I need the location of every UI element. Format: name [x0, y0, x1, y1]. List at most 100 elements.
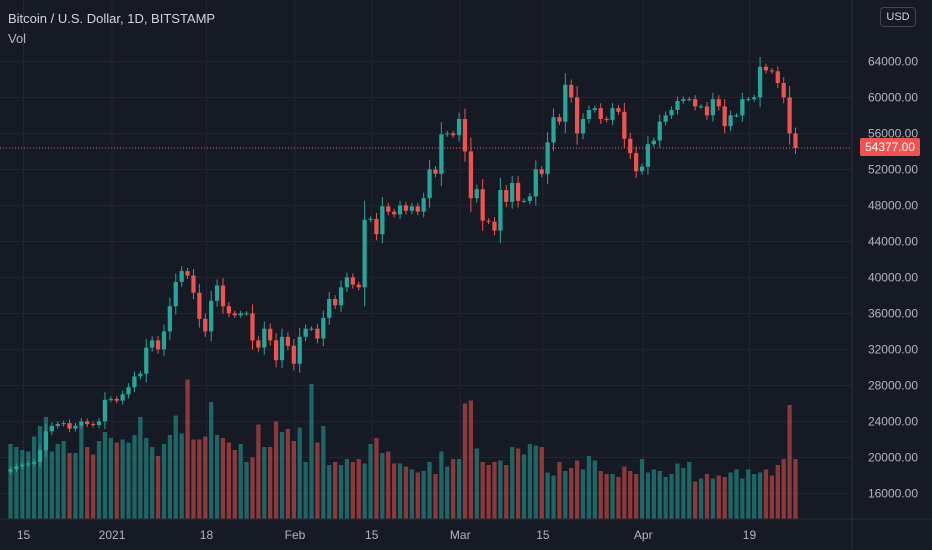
candle — [456, 112, 462, 142]
volume-indicator-label[interactable]: Vol — [8, 31, 27, 46]
volume-bar — [79, 426, 84, 519]
candle-body — [20, 464, 25, 467]
candle — [179, 266, 184, 287]
candle-body — [486, 220, 491, 222]
volume-bar — [757, 472, 763, 519]
y-tick-label: 52000.00 — [868, 162, 918, 176]
candle — [14, 463, 19, 473]
candle-body — [775, 71, 780, 83]
candle-body — [669, 109, 674, 116]
candle-body — [374, 218, 379, 235]
currency-button[interactable]: USD — [880, 7, 916, 27]
candle-body — [421, 198, 426, 212]
candle — [114, 396, 119, 404]
candle-body — [722, 106, 727, 127]
volume-bar — [20, 450, 25, 519]
candle-body — [492, 221, 497, 231]
candle-body — [639, 166, 645, 172]
candle — [580, 113, 586, 140]
volume-bar — [285, 429, 291, 519]
candle-body — [273, 340, 279, 361]
candle — [569, 79, 574, 103]
candle-body — [386, 206, 391, 212]
candle-body — [91, 424, 96, 426]
volume-bar — [26, 451, 31, 519]
candle-body — [309, 328, 314, 330]
candle-body — [710, 99, 715, 116]
candle-body — [657, 121, 662, 141]
candle — [96, 418, 102, 429]
volume-bar — [639, 459, 645, 519]
candle — [197, 283, 202, 328]
candle-body — [268, 328, 273, 341]
candle-body — [392, 211, 397, 215]
candle — [250, 304, 255, 350]
candle-body — [350, 277, 355, 285]
candle-body — [173, 281, 178, 307]
volume-bar — [793, 459, 798, 519]
candle-body — [380, 206, 385, 235]
candle-body — [138, 373, 143, 377]
candle-body — [769, 70, 775, 72]
candle — [527, 193, 533, 205]
volume-bar — [43, 417, 49, 519]
volume-bar — [126, 442, 131, 519]
candle-body — [498, 190, 503, 231]
candle — [167, 297, 172, 340]
candle — [138, 370, 143, 380]
candle-body — [155, 340, 161, 350]
volume-bar — [315, 442, 320, 519]
volume-bar — [332, 462, 338, 519]
candle — [332, 295, 338, 310]
volume-bar — [580, 469, 586, 519]
candle-body — [480, 189, 485, 221]
candle-body — [456, 118, 462, 136]
candle — [492, 217, 497, 236]
volume-bar — [108, 438, 113, 519]
volume-bar — [250, 457, 255, 519]
candle-body — [409, 206, 414, 211]
volume-bar — [374, 438, 379, 519]
candle-body — [344, 277, 350, 288]
candle — [144, 338, 149, 383]
x-tick-label: 2021 — [99, 528, 126, 542]
candle-body — [14, 466, 19, 470]
candle — [161, 324, 167, 357]
candle — [226, 302, 232, 318]
candle-body — [120, 394, 125, 401]
candle — [91, 421, 96, 428]
candle-body — [746, 99, 751, 101]
candle-body — [628, 138, 633, 154]
candle — [639, 163, 645, 175]
candle — [380, 197, 385, 244]
volume-bar — [681, 468, 686, 519]
y-tick-label: 44000.00 — [868, 234, 918, 248]
candle-body — [197, 292, 202, 319]
candle-body — [167, 306, 172, 332]
x-tick-label: Mar — [450, 528, 471, 542]
candle-body — [616, 108, 621, 112]
volume-bar — [179, 433, 184, 519]
candle-body — [8, 469, 13, 472]
candle-body — [285, 336, 291, 346]
candle — [486, 218, 491, 225]
candle — [232, 310, 237, 318]
candle-body — [415, 206, 420, 212]
candle — [445, 130, 450, 137]
candle — [209, 290, 214, 342]
volume-bar — [73, 453, 78, 519]
candle — [710, 92, 715, 122]
candle-body — [681, 99, 686, 101]
volume-bar — [303, 462, 308, 519]
candle-body — [757, 66, 763, 98]
candle-body — [622, 111, 627, 139]
candle-body — [67, 423, 72, 429]
candle-body — [49, 425, 54, 432]
candle — [563, 73, 568, 134]
x-tick-label: 18 — [200, 528, 214, 542]
candle-body — [279, 336, 285, 361]
candle — [397, 200, 403, 219]
candle — [722, 99, 727, 134]
candle-body — [185, 271, 190, 276]
